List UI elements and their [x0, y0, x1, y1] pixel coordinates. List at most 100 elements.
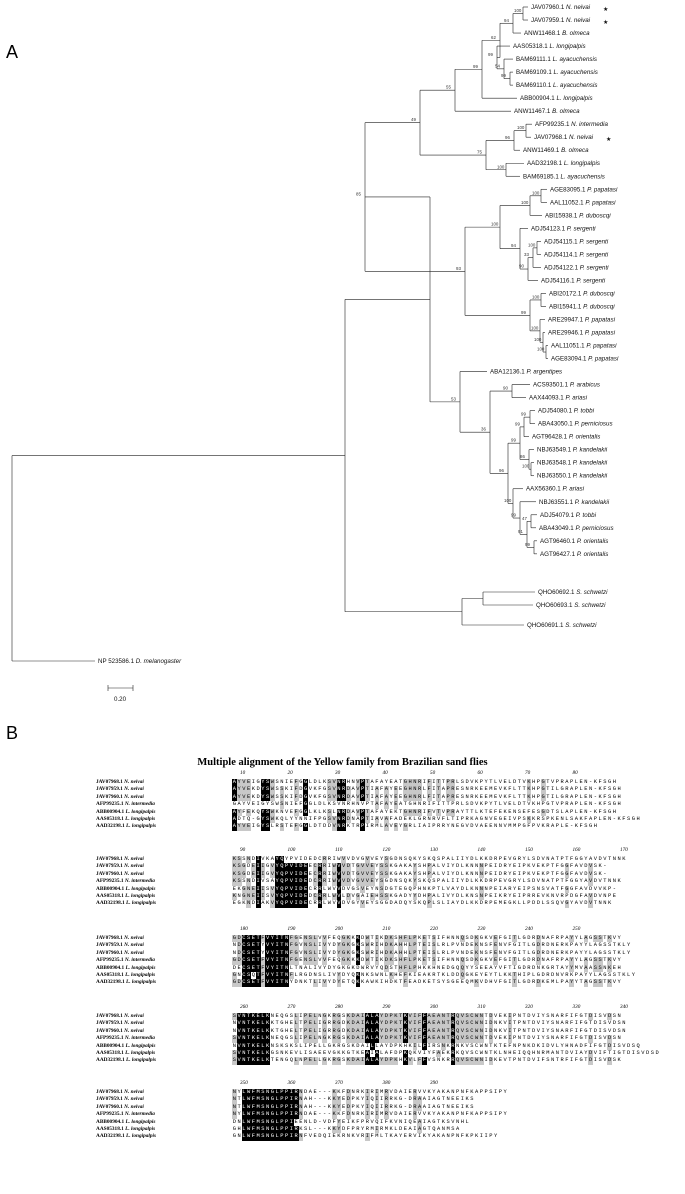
- bootstrap-value: 36: [481, 427, 486, 432]
- tree-leaf-label: ADJ54116.1 P. sergenti: [541, 277, 606, 284]
- tree-leaf-label: ADJ54123.1 P. sergenti: [531, 225, 596, 232]
- bootstrap-value: 53: [451, 396, 456, 401]
- sequence-residues: AYVEKDYSWSSKIFDGVKFGSVNRDAVPTIAFAYEEGHNR…: [232, 793, 622, 802]
- bootstrap-value: 86: [520, 454, 525, 459]
- sequence-name: JAV07960.1 N. neivai: [96, 949, 144, 956]
- panel-label-b: B: [6, 723, 19, 743]
- alignment-ruler: 260 270 280 290 300 310 320 330 340: [232, 1004, 632, 1012]
- sequence-residues: NYLWFMSNGLPPIRNDAE---KKFDNRKIRIMRVDAIERV…: [232, 1111, 508, 1119]
- alignment-position-label: 80: [572, 770, 578, 776]
- sequence-residues: SVNTKELKGSNKEVLISAEEVGKKGTKEAIALAFDPKQKV…: [232, 1049, 660, 1058]
- bootstrap-value: 55: [446, 85, 451, 90]
- panel-label-a: A: [6, 42, 19, 62]
- alignment-position-label: 30: [335, 770, 341, 776]
- bootstrap-value: 100: [497, 164, 505, 169]
- sequence-residues: NTLWFMSNGLPPIRNAH---KKYEDPKYIQIIRRKG-DRA…: [232, 1103, 475, 1112]
- bootstrap-value: 100: [537, 347, 545, 352]
- sequence-residues: NVNTKELKKTGHELTPELIGRRGDKDAIALAYDPKTKVIF…: [232, 1020, 627, 1028]
- sequence-residues: NDCSETYVYITNFGVNSLIVYDYGKGKSWRIHDKAHHLPT…: [232, 949, 631, 958]
- sequence-name: AFP99235.1 N. intermedia: [96, 878, 155, 885]
- alignment-position-label: 10: [240, 770, 246, 776]
- bootstrap-value: 91: [518, 529, 523, 534]
- bootstrap-value: 100: [522, 464, 530, 469]
- alignment-position-label: 360: [287, 1080, 296, 1086]
- tree-leaf-label: ABA43050.1 P. perniciosus: [538, 421, 613, 428]
- alignment-ruler: 350 360 370 380 390: [232, 1080, 632, 1088]
- alignment-position-label: 110: [335, 847, 343, 853]
- tree-leaf-label: QHO60692.1 S. schwetzi: [538, 589, 608, 596]
- sequence-name: JAV07959.1 N. neivai: [96, 786, 144, 793]
- sequence-name: JAV07959.1 N. neivai: [96, 1020, 144, 1027]
- bootstrap-value: 94: [504, 18, 509, 23]
- tree-leaf-label: NBJ63551.1 P. kandelakii: [539, 499, 610, 506]
- alignment-position-label: 40: [382, 770, 388, 776]
- alignment-position-label: 250: [572, 926, 581, 932]
- bootstrap-value: 100: [528, 242, 536, 247]
- bootstrap-value: 94: [511, 243, 516, 248]
- bootstrap-value: 75: [477, 150, 482, 155]
- sequence-name: AAS05318.1 L. longipalpis: [96, 815, 156, 822]
- sequence-name: AAD32198.1 L. longipalpis: [96, 979, 157, 986]
- bootstrap-value: 99: [515, 421, 520, 426]
- sequence-name: AAS05318.1 L. longipalpis: [96, 892, 156, 899]
- alignment-position-label: 280: [335, 1004, 343, 1010]
- alignment-position-label: 90: [240, 847, 246, 853]
- tree-leaf-label: ANW11468.1 B. olmeca: [524, 30, 590, 37]
- sequence-name: AAS05318.1 L. longipalpis: [96, 971, 156, 978]
- tree-leaf-label: JAV07968.1 N. neivai: [534, 134, 594, 141]
- sequence-name: JAV07960.1 N. neivai: [96, 793, 144, 800]
- tree-leaf-label: BAM69109.1 L. ayacuchensis: [516, 69, 598, 76]
- alignment-position-label: 290: [382, 1004, 391, 1010]
- sequence-name: ABB00904.1 L. longipalpis: [96, 1118, 156, 1125]
- tree-leaf-label: ABI15938.1 P. duboscqi: [545, 212, 611, 219]
- sequence-name: JAV07960.1 N. neivai: [96, 1027, 144, 1034]
- highlight-star-icon: ★: [603, 6, 609, 13]
- tree-leaf-label: ABB00904.1 L. longipalpis: [520, 95, 593, 102]
- bootstrap-value: 100: [521, 200, 529, 205]
- alignment-position-label: 330: [572, 1004, 581, 1010]
- highlight-star-icon: ★: [603, 19, 609, 26]
- alignment-position-label: 190: [287, 926, 296, 932]
- scale-bar-label: 0.20: [114, 696, 127, 703]
- sequence-name: AFP99235.1 N. intermedia: [96, 957, 155, 964]
- alignment-position-label: 50: [430, 770, 436, 776]
- tree-leaf-label: JAV07960.1 N. neivai: [531, 4, 591, 11]
- alignment-position-label: 350: [240, 1080, 248, 1086]
- bootstrap-value: 96: [499, 468, 504, 473]
- sequence-name: AAD32198.1 L. longipalpis: [96, 823, 157, 830]
- tree-leaf-label: ANW11467.1 B. olmeca: [514, 108, 580, 115]
- bootstrap-value: 100: [517, 125, 525, 130]
- sequence-name: JAV07968.1 N. neivai: [96, 779, 144, 785]
- sequence-name: AAD32198.1 L. longipalpis: [96, 900, 157, 907]
- tree-leaf-label: ADJ54114.1 P. sergenti: [544, 251, 609, 258]
- tree-leaf-label: ABI15941.1 P. duboscqi: [549, 303, 615, 310]
- alignment-position-label: 260: [240, 1004, 248, 1010]
- tree-leaf-label: ACS93501.1 P. arabicus: [533, 382, 600, 389]
- alignment-ruler: 90 100 110 120 130 140 150 160 170: [232, 847, 632, 855]
- bootstrap-value: 100: [514, 8, 522, 13]
- sequence-residues: KSSNDIVSAYQPVIDEDCRRIWVVDVGVVEYSGDNSQKYS…: [232, 878, 622, 886]
- alignment-position-label: 20: [287, 770, 293, 776]
- tree-leaf-label: AAL11052.1 P. papatasi: [550, 199, 616, 206]
- sequence-name: AAS05318.1 L. longipalpis: [96, 1125, 156, 1132]
- bootstrap-value: 62: [491, 35, 496, 40]
- tree-leaf-label: NBJ63550.1 P. kandelakii: [537, 473, 608, 480]
- sequence-name: AAD32198.1 L. longipalpis: [96, 1133, 157, 1140]
- bootstrap-value: 49: [411, 117, 416, 122]
- tree-leaf-label: BAM69111.1 L. ayacuchensis: [516, 56, 597, 63]
- alignment-position-label: 310: [477, 1004, 486, 1010]
- bootstrap-value: 33: [524, 252, 529, 257]
- sequence-residues: NTLWFMSNGLPPIRNAH---KKYEDPKYIQIIRRKG-DRA…: [232, 1096, 475, 1104]
- sequence-name: JAV07959.1 N. neivai: [96, 942, 144, 949]
- tree-leaf-label: ADJ54079.1 P. tobbi: [540, 512, 597, 519]
- phylogenetic-tree: 1009499549962995510096100754910010010033…: [11, 4, 619, 703]
- tree-leaf-label: AAX44093.1 P. ariasi: [529, 395, 588, 402]
- alignment-title: Multiple alignment of the Yellow family …: [197, 757, 488, 768]
- alignment-position-label: 70: [525, 770, 531, 776]
- tree-leaf-label: ABA12136.1 P. argentipes: [490, 369, 562, 376]
- bootstrap-value: 85: [356, 191, 361, 196]
- tree-leaf-label: AGT96428.1 P. orientalis: [532, 434, 600, 441]
- alignment-position-label: 200: [335, 926, 343, 932]
- sequence-residues: KSGDEIIGVYQPVIDEECRRIWVVDTGVVEYSSKGAKAYS…: [232, 870, 608, 879]
- sequence-residues: GNCSQTFVYITNFLRGDNSLIVYDYQKNKSWNLKHEFKIE…: [232, 971, 636, 980]
